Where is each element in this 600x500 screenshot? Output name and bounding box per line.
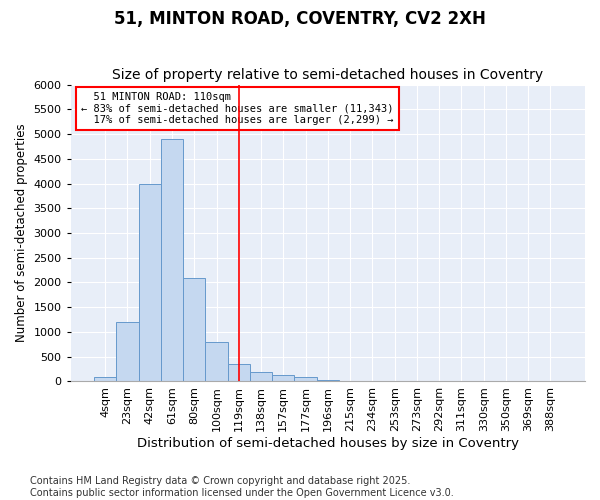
Bar bbox=[116, 322, 139, 382]
Bar bbox=[339, 380, 361, 382]
Bar bbox=[250, 372, 272, 382]
Bar bbox=[272, 375, 295, 382]
Bar bbox=[183, 278, 205, 382]
Y-axis label: Number of semi-detached properties: Number of semi-detached properties bbox=[15, 124, 28, 342]
X-axis label: Distribution of semi-detached houses by size in Coventry: Distribution of semi-detached houses by … bbox=[137, 437, 519, 450]
Text: Contains HM Land Registry data © Crown copyright and database right 2025.
Contai: Contains HM Land Registry data © Crown c… bbox=[30, 476, 454, 498]
Bar bbox=[227, 364, 250, 382]
Bar bbox=[317, 380, 339, 382]
Bar bbox=[94, 376, 116, 382]
Bar bbox=[161, 139, 183, 382]
Bar bbox=[139, 184, 161, 382]
Bar bbox=[295, 376, 317, 382]
Text: 51, MINTON ROAD, COVENTRY, CV2 2XH: 51, MINTON ROAD, COVENTRY, CV2 2XH bbox=[114, 10, 486, 28]
Title: Size of property relative to semi-detached houses in Coventry: Size of property relative to semi-detach… bbox=[112, 68, 544, 82]
Text: 51 MINTON ROAD: 110sqm
← 83% of semi-detached houses are smaller (11,343)
  17% : 51 MINTON ROAD: 110sqm ← 83% of semi-det… bbox=[81, 92, 394, 125]
Bar bbox=[205, 342, 227, 382]
